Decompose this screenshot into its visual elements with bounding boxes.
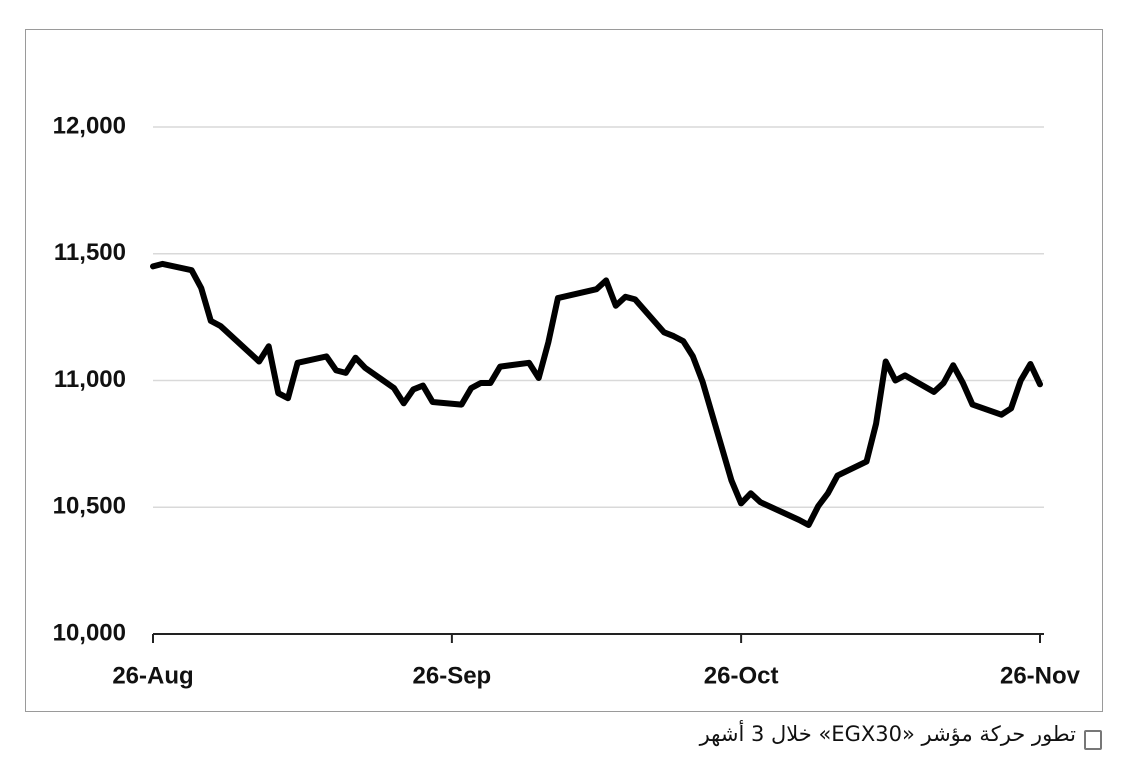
data-line [150, 260, 1043, 528]
y-tick-label: 11,000 [54, 366, 126, 393]
caption-icon [1084, 730, 1102, 750]
y-tick-label: 12,000 [53, 112, 126, 139]
x-tick-label: 26-Oct [704, 662, 779, 689]
y-tick-label: 10,000 [53, 619, 126, 646]
caption: تطور حركة مؤشر «EGX30» خلال 3 أشهر [699, 722, 1076, 746]
x-tick-label: 26-Sep [413, 662, 492, 689]
chart-frame [25, 29, 1103, 712]
x-tick-label: 26-Aug [112, 662, 193, 689]
x-tick-label: 26-Nov [1000, 662, 1081, 689]
y-tick-label: 10,500 [53, 493, 126, 520]
y-tick-label: 11,500 [54, 239, 126, 266]
